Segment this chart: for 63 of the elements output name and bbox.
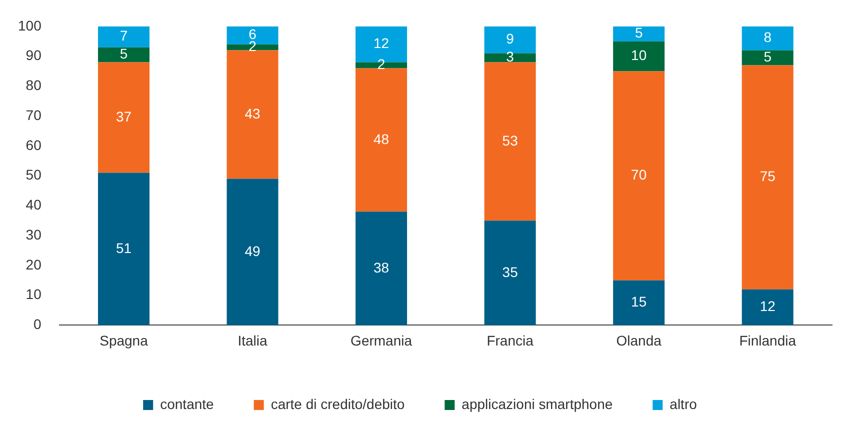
bar: [742, 26, 794, 50]
x-tick-label: Olanda: [616, 332, 662, 348]
data-label: 12: [374, 35, 390, 52]
data-label: 5: [764, 48, 772, 65]
bar: [484, 26, 536, 54]
data-label: 8: [764, 29, 772, 46]
data-label: 3: [506, 48, 514, 65]
x-tick-label: Finlandia: [739, 332, 796, 348]
data-label: 9: [506, 30, 514, 47]
data-label: 5: [634, 24, 643, 41]
bar: [356, 212, 408, 326]
bar: [98, 172, 150, 326]
bar: [484, 53, 536, 62]
y-tick-label: 50: [26, 166, 42, 183]
bar: [613, 41, 665, 72]
data-label: 35: [502, 264, 518, 280]
x-tick-label: Italia: [238, 332, 268, 348]
bar: [226, 178, 278, 326]
y-tick-label: 0: [34, 316, 42, 332]
data-label: 5: [120, 46, 128, 62]
bar: [484, 220, 536, 326]
data-label: 70: [631, 166, 647, 183]
y-tick-label: 90: [26, 47, 42, 64]
data-label: 38: [374, 259, 390, 276]
legend-label: altro: [670, 396, 698, 412]
bar: [98, 47, 150, 62]
data-label: 51: [116, 240, 132, 256]
bar: [742, 289, 794, 326]
x-tick-label: Francia: [486, 332, 534, 348]
y-tick-label: 70: [26, 106, 42, 123]
data-label: 49: [244, 242, 261, 259]
x-tick-label: Germania: [350, 332, 412, 348]
y-tick-label: 60: [26, 136, 42, 153]
y-tick-label: 80: [26, 77, 42, 94]
bar: [613, 280, 665, 326]
data-label: 7: [120, 28, 128, 44]
y-tick-label: 40: [26, 196, 42, 213]
legend-label: carte di credito/debito: [270, 396, 405, 412]
bar: [226, 50, 278, 179]
bar: [742, 65, 794, 290]
bar: [98, 26, 150, 48]
data-label: 12: [760, 298, 776, 314]
data-label: 48: [374, 130, 390, 147]
data-label: 43: [244, 105, 261, 122]
bar: [484, 62, 536, 221]
data-label: 53: [502, 132, 518, 148]
x-tick-label: Spagna: [100, 332, 148, 348]
bar: [742, 50, 794, 66]
data-label: 6: [248, 26, 257, 42]
y-tick-label: 20: [26, 256, 42, 272]
bar: [98, 62, 150, 173]
data-label: 15: [631, 294, 647, 310]
legend-label: applicazioni smartphone: [462, 396, 613, 412]
bar: [356, 68, 408, 212]
bar: [613, 26, 665, 42]
y-tick-label: 30: [26, 226, 42, 242]
y-tick-label: 10: [26, 286, 42, 302]
bar: [613, 71, 665, 280]
y-tick-label: 100: [18, 17, 42, 34]
data-label: 37: [116, 108, 132, 124]
legend-label: contante: [160, 396, 214, 412]
data-label: 10: [631, 47, 647, 64]
data-label: 75: [760, 168, 776, 184]
